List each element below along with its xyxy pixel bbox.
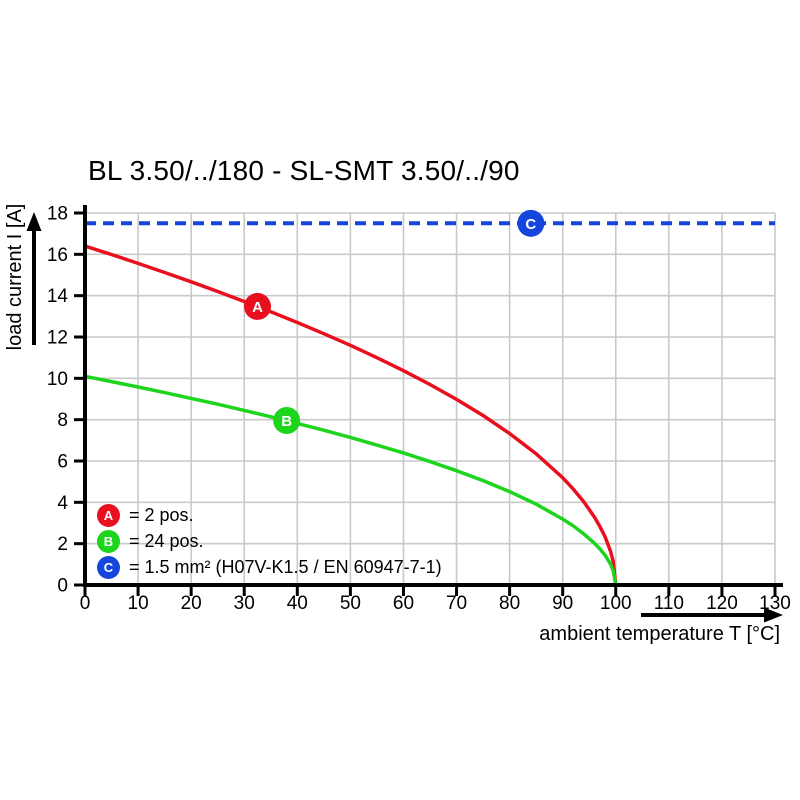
curve-marker-b: B: [273, 406, 301, 434]
legend-marker-b-icon: B: [97, 529, 120, 553]
svg-text:10: 10: [128, 593, 149, 614]
svg-text:110: 110: [654, 593, 684, 614]
legend-label-c: = 1.5 mm² (H07V-K1.5 / EN 60947-7-1): [129, 556, 442, 577]
svg-text:14: 14: [47, 286, 69, 307]
x-axis-arrow-icon: [641, 607, 783, 623]
svg-text:30: 30: [234, 593, 255, 614]
svg-text:80: 80: [499, 593, 520, 614]
svg-text:A: A: [252, 299, 263, 316]
y-axis-arrow-icon: [26, 212, 42, 345]
svg-text:C: C: [525, 216, 536, 233]
svg-text:0: 0: [57, 576, 68, 597]
svg-text:90: 90: [552, 593, 573, 614]
x-tick-labels: 0 10 20 30 40 50 60 70 80 90 100 110 120 130: [80, 593, 791, 614]
legend-label-a: = 2 pos.: [129, 504, 194, 525]
svg-text:12: 12: [47, 328, 68, 349]
svg-text:6: 6: [57, 452, 68, 473]
svg-text:18: 18: [47, 204, 68, 225]
curve-marker-a: A: [244, 292, 271, 320]
chart-title: BL 3.50/../180 - SL-SMT 3.50/../90: [88, 155, 520, 186]
svg-text:0: 0: [80, 593, 91, 614]
legend-row-b: B = 24 pos.: [97, 528, 442, 554]
svg-text:70: 70: [446, 593, 467, 614]
svg-text:8: 8: [57, 410, 68, 431]
svg-text:50: 50: [340, 593, 361, 614]
curve-marker-c: C: [517, 209, 545, 237]
series-a-curve: [84, 244, 618, 586]
svg-text:120: 120: [706, 593, 738, 614]
axes: [83, 205, 783, 587]
y-tick-labels: 0 2 4 6 8 10 12 14 16 18: [47, 204, 69, 597]
svg-text:16: 16: [47, 245, 68, 266]
svg-text:100: 100: [600, 593, 632, 614]
svg-text:130: 130: [759, 593, 791, 614]
series-b-curve: [84, 374, 618, 586]
chart-legend: A = 2 pos. B = 24 pos. C = 1.5 mm² (H07V…: [97, 502, 442, 580]
legend-row-c: C = 1.5 mm² (H07V-K1.5 / EN 60947-7-1): [97, 554, 442, 580]
svg-text:40: 40: [287, 593, 308, 614]
legend-marker-a-icon: A: [97, 503, 120, 527]
svg-text:B: B: [281, 413, 292, 430]
svg-text:20: 20: [181, 593, 202, 614]
legend-row-a: A = 2 pos.: [97, 502, 442, 528]
tick-marks: [74, 211, 777, 596]
svg-text:60: 60: [393, 593, 414, 614]
x-axis-label: ambient temperature T [°C]: [539, 623, 780, 645]
svg-text:10: 10: [47, 369, 68, 390]
svg-text:4: 4: [57, 493, 68, 514]
legend-marker-c-icon: C: [97, 555, 120, 579]
y-axis-label: load current I [A]: [4, 203, 26, 351]
svg-text:2: 2: [57, 534, 68, 555]
legend-label-b: = 24 pos.: [129, 530, 204, 551]
